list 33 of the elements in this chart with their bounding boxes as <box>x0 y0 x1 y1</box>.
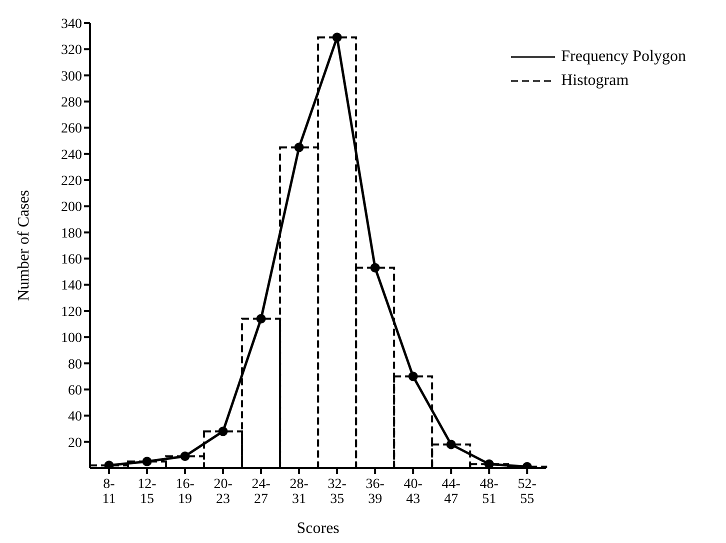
y-axis-title: Number of Cases <box>16 190 33 302</box>
y-tick-label: 260 <box>61 122 82 137</box>
y-tick-label: 120 <box>61 304 82 320</box>
legend-label: Frequency Polygon <box>561 48 686 66</box>
y-tick-label: 100 <box>61 331 82 346</box>
x-tick-label: 52-55 <box>518 477 537 507</box>
x-tick-label: 40-43 <box>404 477 423 507</box>
y-tick-label: 220 <box>61 174 82 190</box>
y-tick-label: 200 <box>61 200 82 216</box>
x-tick-label: 32-35 <box>328 477 347 507</box>
x-tick-label: 28-31 <box>290 477 309 507</box>
y-tick-label: 140 <box>61 278 82 294</box>
x-tick-label: 8-11 <box>102 477 116 507</box>
y-tick-label: 160 <box>61 252 82 268</box>
legend-label: Histogram <box>561 72 629 90</box>
y-tick-label: 20 <box>68 436 82 451</box>
x-tick-label: 48-51 <box>480 477 499 507</box>
y-tick-label: 280 <box>61 96 82 110</box>
x-axis-title: Scores <box>296 520 340 537</box>
y-tick-label: 80 <box>68 357 82 372</box>
y-tick-label: 40 <box>68 410 82 425</box>
y-tick-label: 340 <box>61 16 82 32</box>
y-tick-label: 60 <box>68 383 82 398</box>
x-tick-label: 44-47 <box>442 477 461 507</box>
y-tick-label: 240 <box>61 148 82 163</box>
x-tick-label: 24-27 <box>252 477 271 507</box>
y-tick-label: 180 <box>61 226 82 242</box>
y-tick-label: 320 <box>61 43 82 58</box>
x-tick-label: 12-15 <box>138 477 157 507</box>
x-tick-label: 36-39 <box>366 477 385 507</box>
x-tick-label: 16-19 <box>176 477 195 507</box>
x-tick-label: 20-23 <box>214 477 233 507</box>
y-tick-label: 300 <box>61 69 82 84</box>
